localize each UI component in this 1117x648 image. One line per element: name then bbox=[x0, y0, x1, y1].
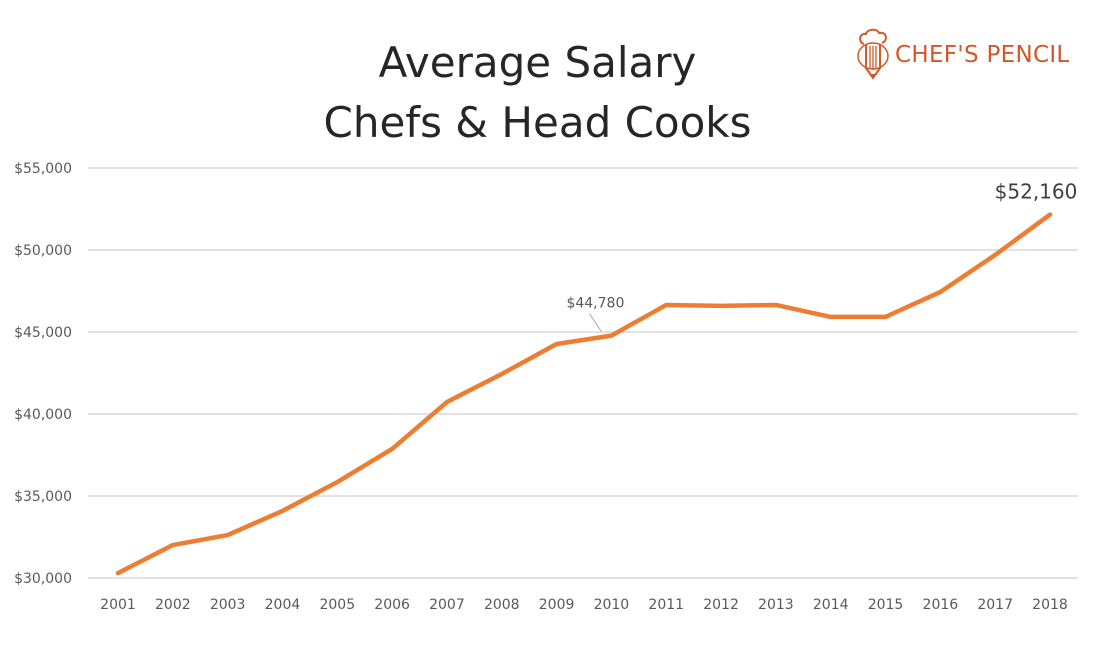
y-tick-label: $40,000 bbox=[14, 407, 72, 423]
y-tick-label: $35,000 bbox=[14, 489, 72, 505]
chart-title-line-1: Average Salary bbox=[378, 38, 697, 87]
annotation-label: $52,160 bbox=[995, 180, 1078, 204]
x-tick-label: 2018 bbox=[1032, 597, 1068, 613]
chef-hat-pencil-icon bbox=[857, 28, 889, 80]
y-tick-label: $45,000 bbox=[14, 325, 72, 341]
x-tick-label: 2004 bbox=[265, 597, 301, 613]
x-tick-label: 2002 bbox=[155, 597, 191, 613]
x-tick-label: 2015 bbox=[868, 597, 904, 613]
x-tick-label: 2005 bbox=[319, 597, 355, 613]
x-tick-label: 2006 bbox=[374, 597, 410, 613]
x-tick-label: 2011 bbox=[648, 597, 684, 613]
y-tick-label: $30,000 bbox=[14, 571, 72, 587]
x-tick-label: 2007 bbox=[429, 597, 465, 613]
annotation-leader-line bbox=[588, 313, 602, 332]
x-tick-label: 2003 bbox=[210, 597, 246, 613]
x-tick-label: 2010 bbox=[594, 597, 630, 613]
y-tick-label: $55,000 bbox=[14, 161, 72, 177]
x-tick-label: 2013 bbox=[758, 597, 794, 613]
y-tick-label: $50,000 bbox=[14, 243, 72, 259]
annotation-label: $44,780 bbox=[566, 296, 624, 312]
x-tick-label: 2001 bbox=[100, 597, 136, 613]
x-tick-label: 2014 bbox=[813, 597, 849, 613]
series-line bbox=[115, 212, 1053, 576]
logo-text: CHEF'S PENCIL bbox=[895, 42, 1070, 68]
x-tick-label: 2017 bbox=[977, 597, 1013, 613]
x-tick-label: 2012 bbox=[703, 597, 739, 613]
chart-title-line-2: Chefs & Head Cooks bbox=[323, 98, 752, 147]
x-tick-label: 2016 bbox=[923, 597, 959, 613]
x-tick-label: 2008 bbox=[484, 597, 520, 613]
chefs-pencil-logo: CHEF'S PENCIL bbox=[855, 28, 1070, 82]
x-tick-label: 2009 bbox=[539, 597, 575, 613]
